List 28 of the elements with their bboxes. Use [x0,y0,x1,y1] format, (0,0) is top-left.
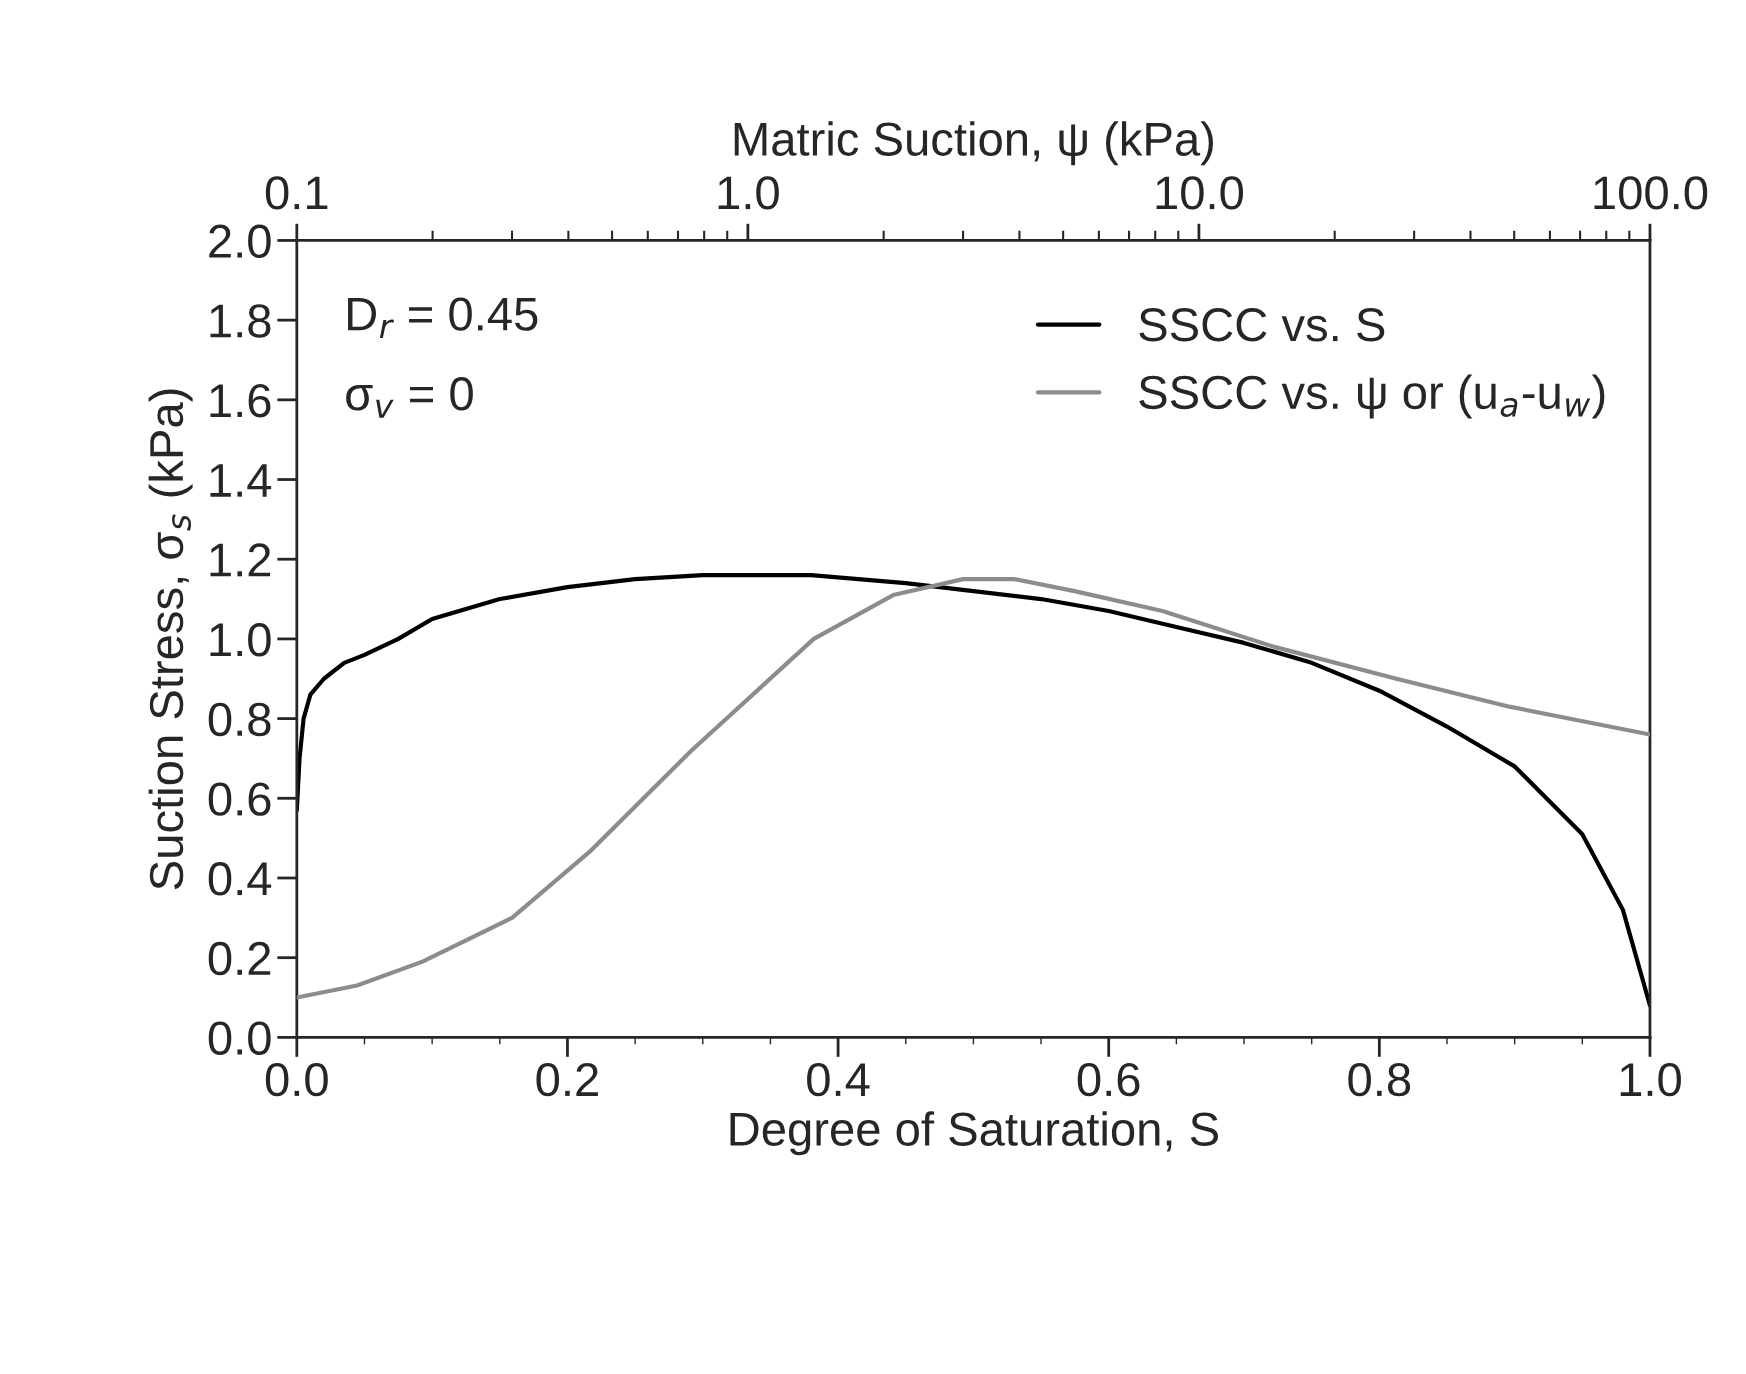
x-tick-label: 0.4 [807,1062,870,1097]
x-axis-title: Degree of Saturation, S [730,1111,1218,1156]
x2-axis-title: Matric Suction, ψ (kPa) [734,121,1213,166]
annotation: D$_{r}$ = 0.45 [348,297,538,339]
legend-label: SSCC vs. ψ or (u$_{a}$-u$_{w}$) [1139,374,1605,419]
x-tick-label: 0.8 [1348,1062,1411,1097]
x2-tick-label: 100.0 [1594,176,1708,210]
legend-label: SSCC vs. S [1139,308,1385,342]
y-tick-label: 1.4 [210,464,272,497]
y-tick-label: 0.4 [208,862,272,896]
y-tick-label: 1.2 [210,543,271,577]
x2-tick-label: 0.1 [265,176,328,210]
x-tick-label: 0.0 [265,1062,328,1097]
y-tick-label: 1.0 [210,623,271,657]
y-tick-label: 1.6 [210,383,271,418]
y-tick-label: 0.8 [208,702,271,737]
annotation: σ$_{v}$ = 0 [346,377,473,418]
x-tick-label: 0.2 [536,1062,598,1097]
x2-tick-label: 1.0 [718,176,779,210]
y-tick-label: 2.0 [209,224,271,259]
x2-tick-label: 10.0 [1156,176,1244,210]
x-tick-label: 1.0 [1620,1062,1681,1097]
x-tick-label: 0.6 [1077,1062,1140,1097]
y-tick-label: 0.6 [208,782,271,816]
y-tick-label: 0.0 [208,1021,271,1055]
y-tick-label: 1.8 [210,304,271,338]
y-tick-label: 0.2 [208,941,271,976]
y-axis-title: Suction Stress, σ$_{s}$ (kPa) [148,389,193,890]
